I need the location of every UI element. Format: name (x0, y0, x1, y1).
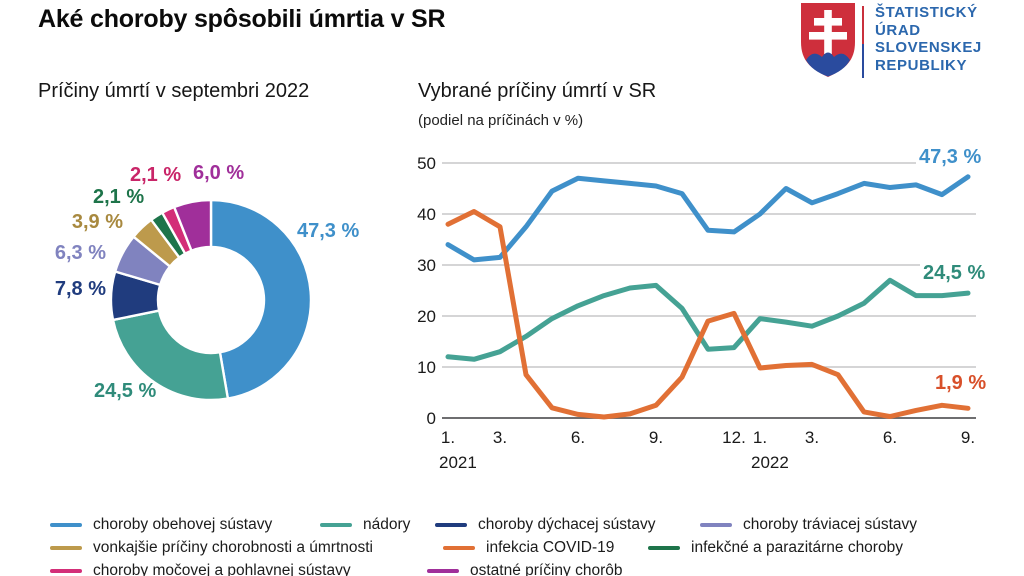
donut-chart-title: Príčiny úmrtí v septembri 2022 (38, 80, 310, 102)
legend-item-vonkajsie: vonkajšie príčiny chorobnosti a úmrtnost… (50, 539, 373, 557)
x-tick-label: 9. (649, 428, 663, 447)
donut-label-infekcne: 2,1 % (93, 186, 145, 208)
donut-label-obehove: 47,3 % (297, 220, 360, 242)
legend-item-nadory: nádory (320, 516, 410, 534)
x-tick-label: 1. (753, 428, 767, 447)
legend-item-traviace: choroby tráviacej sústavy (700, 516, 917, 534)
legend-dash-icon (648, 545, 680, 551)
legend-dash-icon (50, 545, 82, 551)
legend-item-ostatne: ostatné príčiny chorôb (427, 562, 623, 576)
legend-dash-icon (320, 522, 352, 528)
y-tick-label: 20 (417, 307, 436, 326)
series-line-2 (445, 209, 971, 420)
legend-label: ostatné príčiny chorôb (470, 562, 623, 576)
donut-slice-1 (111, 309, 230, 402)
donut-label-vonkajsie: 3,9 % (71, 211, 123, 233)
logo-line-4: REPUBLIKY (875, 56, 968, 74)
legend-label: choroby obehovej sústavy (93, 516, 273, 533)
legend-label: vonkajšie príčiny chorobnosti a úmrtnost… (93, 539, 373, 556)
y-tick-label: 30 (417, 256, 436, 275)
legend-item-infekcne: infekčné a parazitárne choroby (648, 539, 903, 557)
page-title: Aké choroby spôsobili úmrtia v SR (38, 5, 446, 33)
legend-item-covid: infekcia COVID-19 (443, 539, 614, 557)
legend-label: infekčné a parazitárne choroby (691, 539, 903, 556)
line-chart: 0 10 20 30 40 50 1. 3. 6. 9. 12. 1. 3. 6. 9. 2021 2022 (417, 154, 976, 472)
donut-label-mocove: 2,1 % (130, 164, 182, 186)
legend-label: choroby tráviacej sústavy (743, 516, 918, 533)
logo-divider-blue (862, 44, 865, 78)
legend-dash-icon (443, 545, 475, 551)
donut-label-traviace: 6,3 % (54, 242, 106, 264)
x-tick-label: 1. (441, 428, 455, 447)
legend-label: infekcia COVID-19 (486, 539, 615, 556)
series-end-label-covid: 1,9 % (932, 372, 990, 395)
logo-line-2: ÚRAD (875, 21, 921, 39)
legend-label: choroby močovej a pohlavnej sústavy (93, 562, 351, 576)
legend-item-mocove: choroby močovej a pohlavnej sústavy (50, 562, 351, 576)
legend-label: nádory (363, 516, 411, 533)
legend-dash-icon (435, 522, 467, 528)
line-chart-subtitle: (podiel na príčinách v %) (418, 112, 584, 129)
x-tick-label: 3. (805, 428, 819, 447)
slovak-coat-of-arms-icon (801, 3, 855, 77)
x-year-label: 2022 (751, 453, 789, 472)
y-tick-label: 40 (417, 205, 436, 224)
series-end-label-obehove: 47,3 % (916, 146, 985, 169)
line-chart-title: Vybrané príčiny úmrtí v SR (418, 80, 657, 102)
logo-line-3: SLOVENSKEJ (875, 39, 982, 57)
legend-dash-icon (700, 522, 732, 528)
x-tick-label: 12. (722, 428, 746, 447)
x-tick-label: 6. (571, 428, 585, 447)
legend-dash-icon (427, 568, 459, 574)
donut-label-nadory: 24,5 % (94, 380, 157, 402)
legend-item-dychacie: choroby dýchacej sústavy (435, 516, 655, 534)
legend-dash-icon (50, 522, 82, 528)
x-year-label: 2021 (439, 453, 477, 472)
donut-chart (109, 198, 313, 402)
x-tick-label: 3. (493, 428, 507, 447)
y-tick-label: 0 (427, 409, 436, 428)
legend-item-obehove: choroby obehovej sústavy (50, 516, 272, 534)
series-line-1 (445, 277, 971, 362)
x-tick-label: 6. (883, 428, 897, 447)
y-tick-label: 50 (417, 154, 436, 173)
y-tick-label: 10 (417, 358, 436, 377)
donut-label-ostatne: 6,0 % (193, 162, 245, 184)
legend-dash-icon (50, 568, 82, 574)
series-end-label-nadory: 24,5 % (920, 262, 989, 285)
donut-label-dychacie: 7,8 % (54, 278, 106, 300)
logo-line-1: ŠTATISTICKÝ (875, 4, 978, 21)
x-tick-label: 9. (961, 428, 975, 447)
series-line-0 (445, 174, 971, 263)
logo-wordmark: ŠTATISTICKÝ ÚRAD SLOVENSKEJ REPUBLIKY (875, 4, 982, 74)
donut-slice-0 (209, 198, 313, 400)
donut-slice-7 (172, 198, 213, 252)
legend-label: choroby dýchacej sústavy (478, 516, 656, 533)
logo-divider-red (862, 6, 865, 44)
